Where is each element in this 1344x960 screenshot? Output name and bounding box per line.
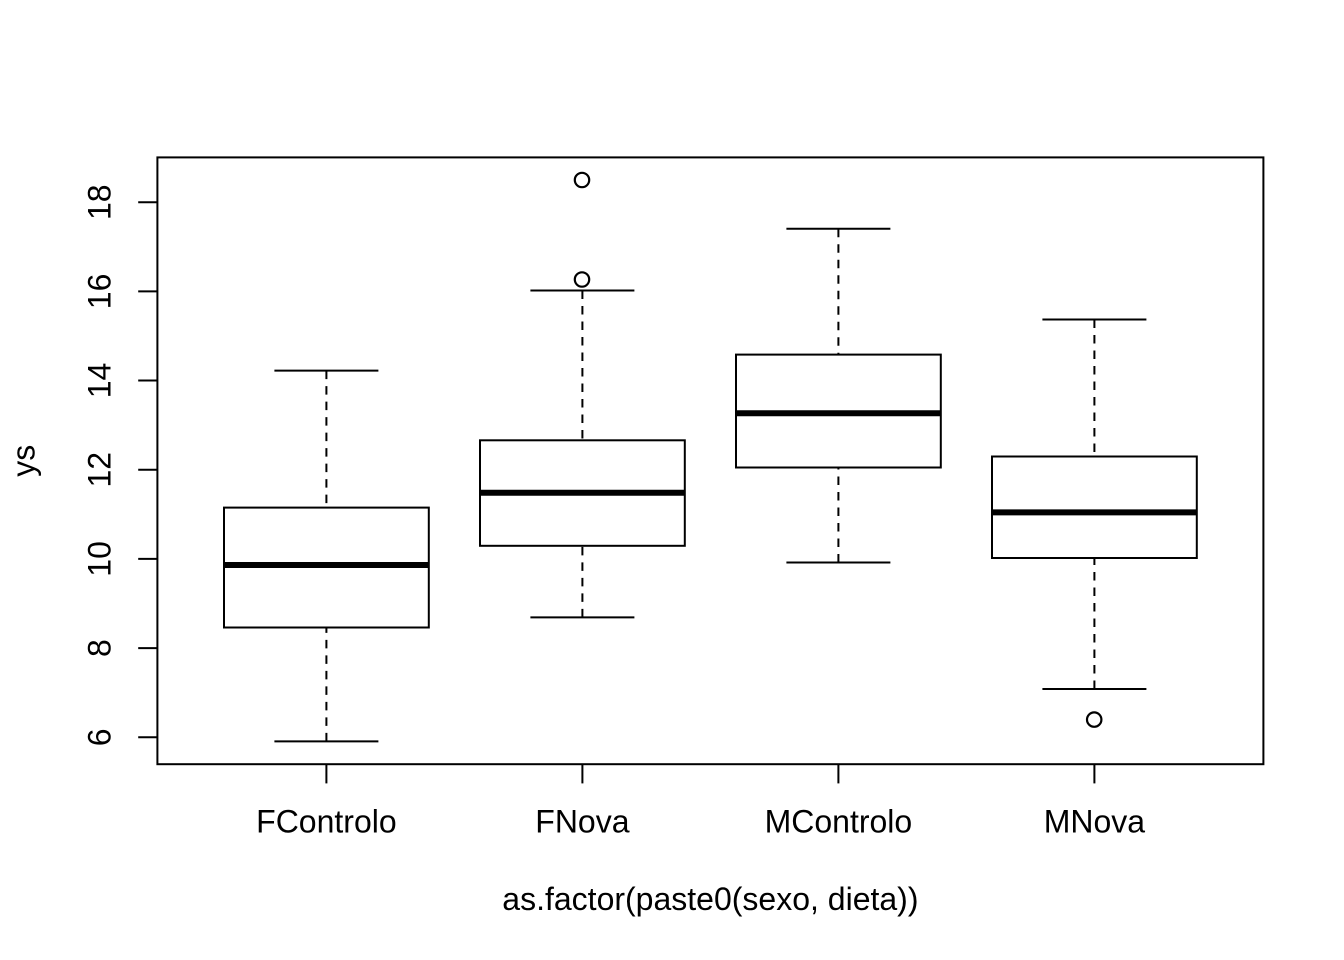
svg-text:18: 18 [82,184,118,220]
svg-text:14: 14 [82,363,118,399]
svg-text:FControlo: FControlo [256,804,397,840]
svg-text:16: 16 [82,274,118,310]
svg-text:12: 12 [82,452,118,488]
svg-text:6: 6 [82,728,118,746]
svg-text:FNova: FNova [535,804,629,840]
svg-text:MControlo: MControlo [765,804,913,840]
svg-text:ys: ys [6,445,42,477]
svg-text:8: 8 [82,639,118,657]
svg-text:as.factor(paste0(sexo, dieta)): as.factor(paste0(sexo, dieta)) [502,881,918,917]
svg-text:10: 10 [82,541,118,577]
svg-text:MNova: MNova [1044,804,1146,840]
